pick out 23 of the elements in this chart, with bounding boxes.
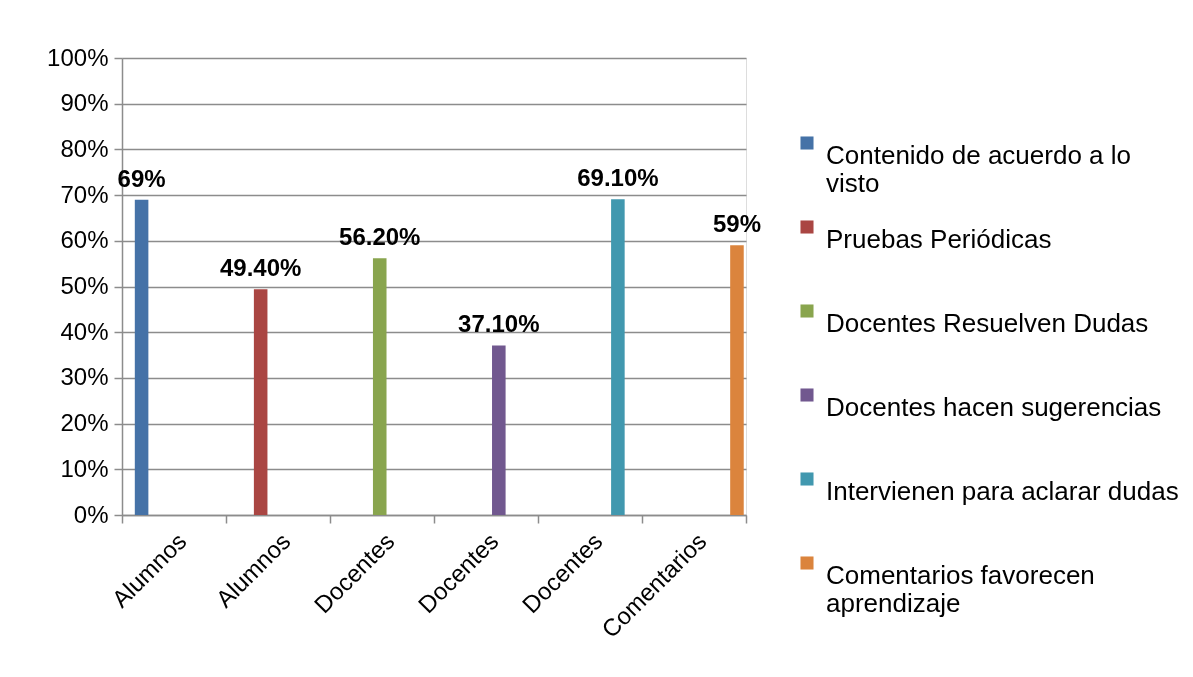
y-tick-label: 0% [73, 500, 109, 528]
legend-label: Comentarios favorecen aprendizaje [826, 560, 1095, 618]
legend-label: Intervienen para aclarar dudas [826, 476, 1179, 506]
data-label: 37.10% [458, 310, 540, 338]
y-tick-label: 20% [60, 409, 109, 437]
data-label: 56.20% [339, 223, 421, 251]
data-label: 69% [117, 164, 166, 192]
y-tick-label: 60% [60, 226, 109, 254]
legend-label: Docentes Resuelven Dudas [826, 308, 1149, 338]
y-tick-label: 90% [60, 89, 109, 117]
y-tick-label: 50% [60, 272, 109, 299]
y-tick-label: 30% [60, 363, 109, 391]
y-tick-label: 80% [60, 134, 109, 162]
data-label: 49.40% [219, 254, 302, 282]
y-tick-label: 10% [60, 454, 109, 482]
legend-label: Docentes hacen sugerencias [826, 392, 1162, 422]
legend-label: Pruebas Periódicas [826, 224, 1052, 254]
legend-label: Contenido de acuerdo a lo visto [826, 140, 1132, 198]
data-label: 59% [712, 210, 761, 238]
y-tick-label: 40% [60, 317, 109, 345]
y-tick-label: 100% [47, 43, 109, 71]
data-label: 69.10% [577, 164, 659, 192]
y-tick-label: 70% [60, 180, 109, 208]
